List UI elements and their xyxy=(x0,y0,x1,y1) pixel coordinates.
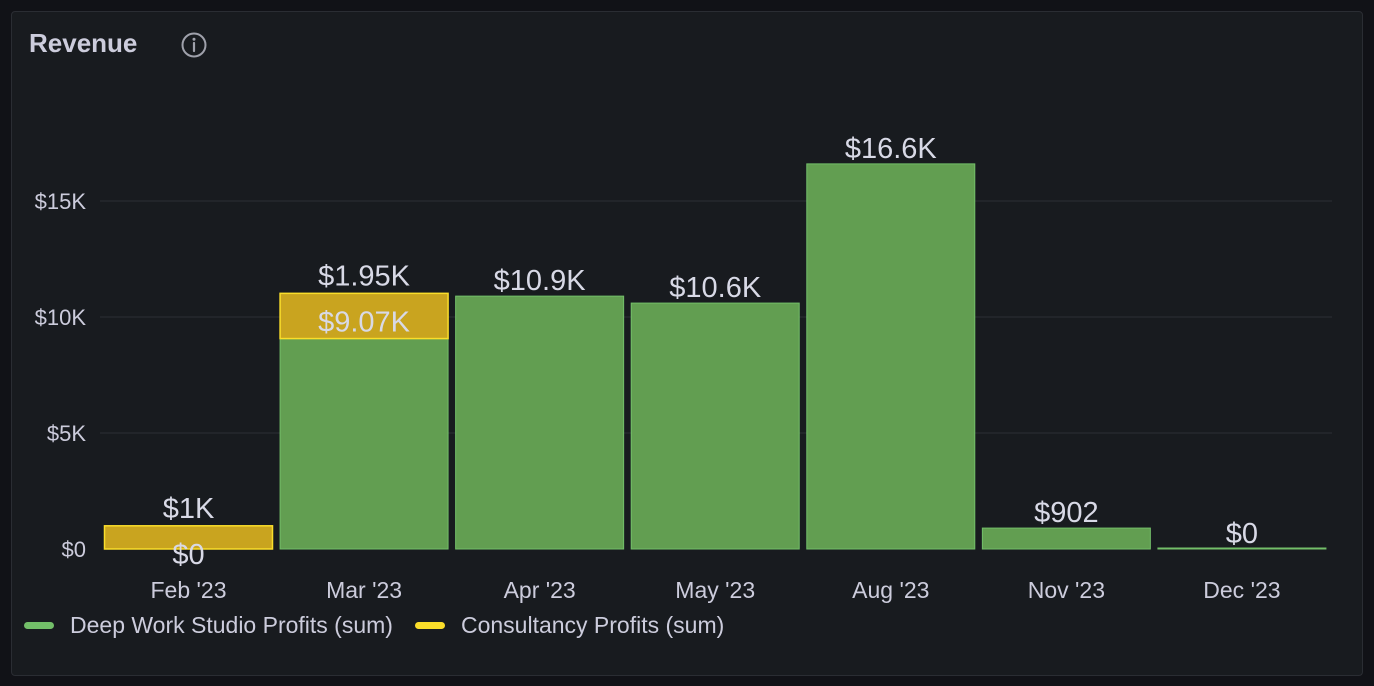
y-tick-label: $15K xyxy=(35,189,87,214)
panel-title: Revenue xyxy=(29,28,138,58)
x-tick-label: Apr '23 xyxy=(504,577,576,603)
x-tick-label: Nov '23 xyxy=(1028,577,1105,603)
legend-label: Consultancy Profits (sum) xyxy=(460,612,725,638)
data-label-deep-work: $10.9K xyxy=(494,265,587,297)
data-label-deep-work: $0 xyxy=(172,539,204,571)
legend-label: Deep Work Studio Profits (sum) xyxy=(70,612,393,638)
data-label-consultancy: $1K xyxy=(163,493,215,525)
legend-swatch-green xyxy=(24,622,54,629)
y-tick-label: $0 xyxy=(62,537,86,562)
bar-deep-work xyxy=(1157,547,1327,550)
data-label-deep-work: $902 xyxy=(1034,497,1099,529)
chart-legend: Deep Work Studio Profits (sum) Consultan… xyxy=(24,612,746,639)
data-label-deep-work: $16.6K xyxy=(845,133,938,165)
x-tick-label: Aug '23 xyxy=(852,577,929,603)
legend-item-deep-work[interactable]: Deep Work Studio Profits (sum) xyxy=(24,612,393,639)
bar-deep-work xyxy=(279,338,449,550)
data-label-deep-work: $9.07K xyxy=(318,306,411,338)
bar-deep-work xyxy=(806,163,976,550)
bar-deep-work xyxy=(455,295,625,550)
y-tick-label: $5K xyxy=(47,421,86,446)
bar-deep-work xyxy=(981,527,1151,550)
bar-consultancy xyxy=(279,292,449,340)
bar-deep-work xyxy=(630,302,800,550)
data-label-deep-work: $10.6K xyxy=(669,272,762,304)
legend-swatch-yellow xyxy=(414,622,445,629)
info-icon[interactable] xyxy=(181,32,207,58)
data-label-deep-work: $0 xyxy=(1226,518,1258,550)
y-tick-label: $10K xyxy=(35,305,87,330)
x-tick-label: Feb '23 xyxy=(151,577,227,603)
data-label-consultancy: $1.95K xyxy=(318,260,411,292)
bar-consultancy xyxy=(103,525,274,550)
x-tick-label: Dec '23 xyxy=(1203,577,1280,603)
x-tick-label: May '23 xyxy=(675,577,755,603)
legend-item-consultancy[interactable]: Consultancy Profits (sum) xyxy=(414,612,725,639)
x-tick-label: Mar '23 xyxy=(326,577,402,603)
